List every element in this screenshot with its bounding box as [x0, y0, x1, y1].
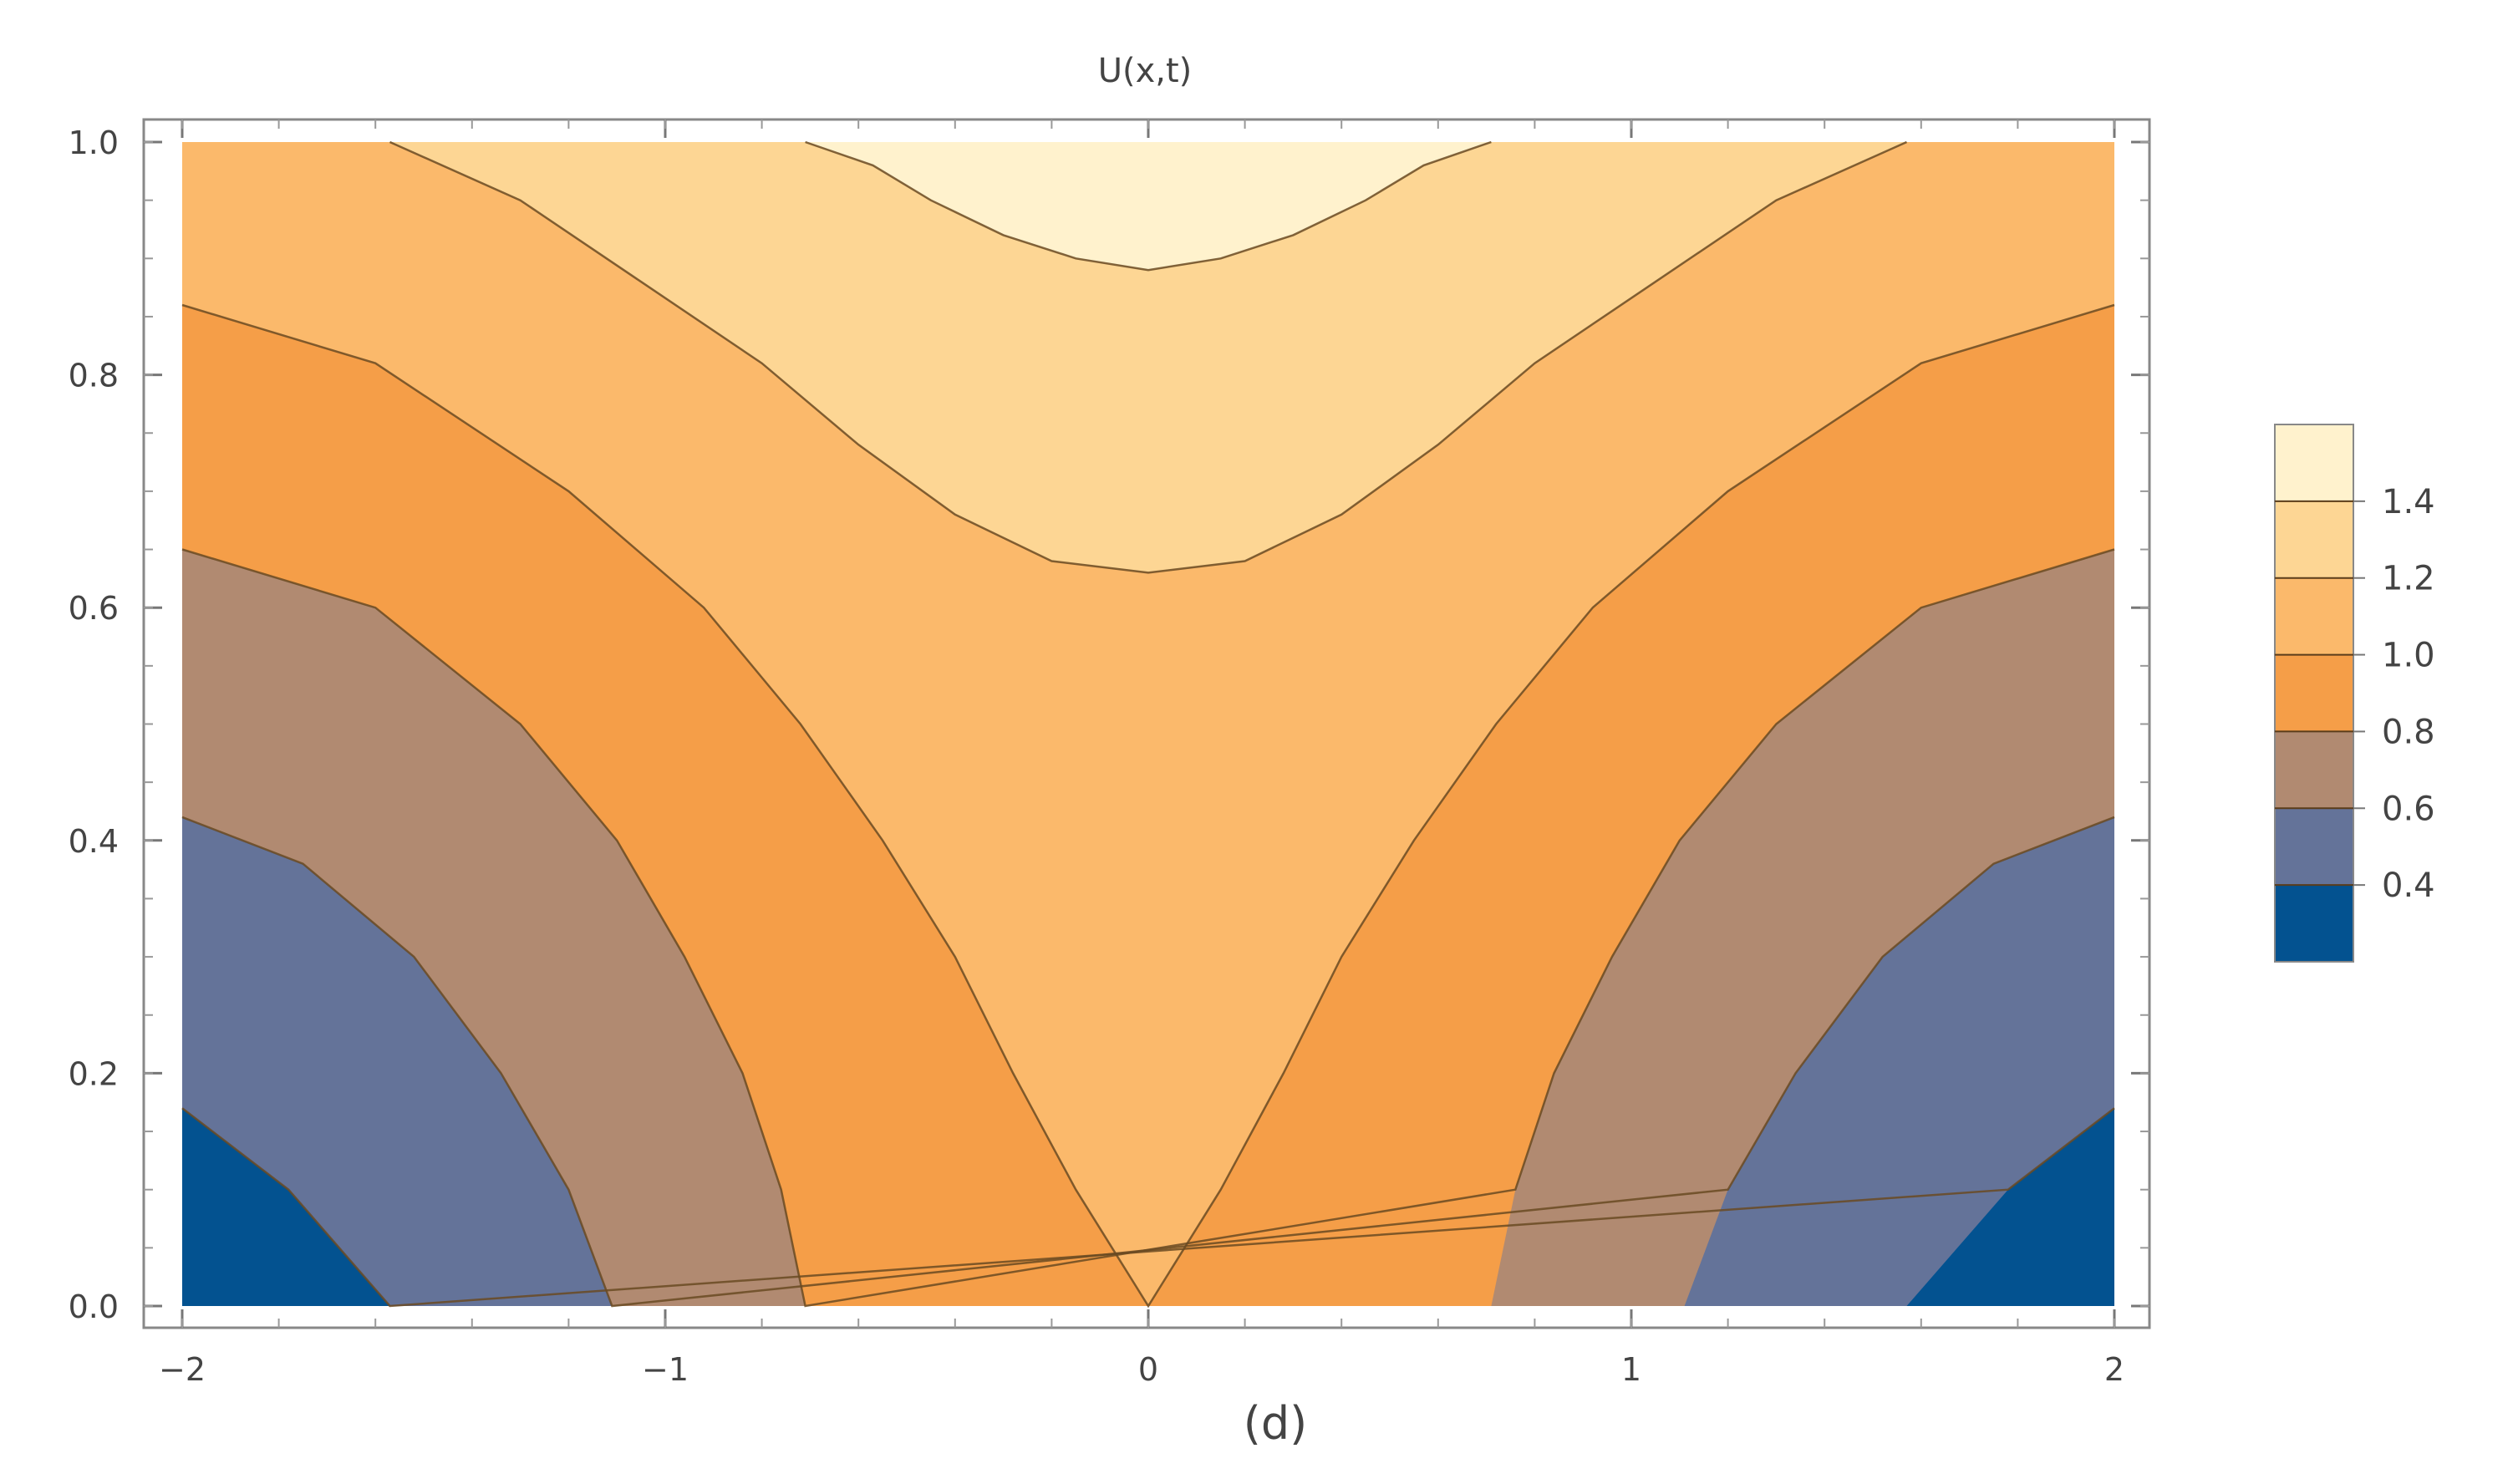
y-tick-label: 0.4	[69, 823, 119, 860]
x-tick-label: 1	[1621, 1351, 1641, 1388]
legend-label: 1.0	[2382, 637, 2435, 675]
contour-line-1.4	[805, 140, 1492, 272]
contour-line-1	[181, 303, 2115, 1309]
legend-swatch	[2275, 885, 2353, 963]
legend-swatch	[2275, 501, 2353, 579]
contour-line-0.8	[181, 548, 2115, 1308]
y-tick-label: 0.8	[69, 358, 119, 394]
band-above-1.2	[389, 142, 1907, 573]
legend-label: 0.6	[2382, 790, 2435, 828]
legend-label: 0.4	[2382, 867, 2435, 905]
legend-swatch	[2275, 577, 2353, 656]
band-above-1	[182, 142, 2114, 1306]
legend-label: 1.4	[2382, 483, 2435, 521]
legend-label: 1.2	[2382, 560, 2435, 598]
legend-frame	[2274, 424, 2354, 963]
legend-swatch	[2275, 654, 2353, 732]
contour-line-0.4	[181, 1107, 2115, 1308]
y-tick-label: 0.6	[69, 590, 119, 627]
x-tick-label: 0	[1138, 1351, 1158, 1388]
contour-line-1.2	[389, 140, 1908, 574]
legend-swatch	[2275, 731, 2353, 809]
axis-tick-labels: −2 −1 0 1 2 0.0 0.2 0.4 0.6 0.8 1.0	[69, 125, 2125, 1388]
legend-label: 0.8	[2382, 713, 2435, 751]
band-above-1.4	[805, 142, 1492, 271]
contour-lines	[181, 140, 2115, 1309]
axis-ticks	[144, 119, 2149, 1328]
chart-caption: (d)	[1244, 1397, 1307, 1450]
contour-line-0.6	[181, 816, 2115, 1308]
legend-swatch	[2275, 808, 2353, 886]
legend-swatch	[2275, 424, 2353, 502]
x-tick-label: 2	[2104, 1351, 2124, 1388]
y-tick-label: 0.0	[69, 1288, 119, 1325]
x-tick-label: −2	[159, 1351, 206, 1388]
x-tick-label: −1	[642, 1351, 689, 1388]
chart-title: U(x,t)	[1098, 52, 1193, 90]
contour-bands	[182, 142, 2114, 1306]
y-tick-label: 0.2	[69, 1055, 119, 1092]
color-legend: 1.4 1.2 1.0 0.8 0.6 0.4	[2274, 424, 2435, 963]
y-tick-label: 1.0	[69, 125, 119, 161]
